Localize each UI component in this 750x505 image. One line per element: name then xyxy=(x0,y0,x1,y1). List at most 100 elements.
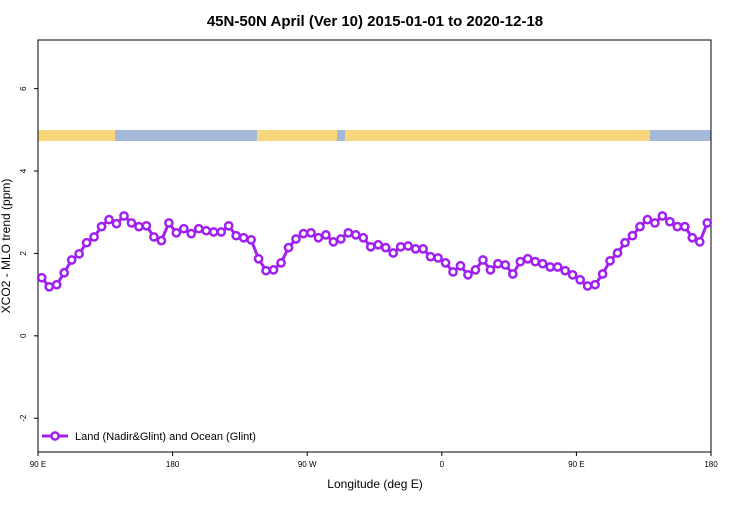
x-tick-label: 90 E xyxy=(568,460,584,469)
data-point xyxy=(635,221,645,232)
data-point xyxy=(81,237,92,248)
data-point xyxy=(171,227,182,238)
data-point xyxy=(126,218,137,228)
data-point xyxy=(178,223,189,234)
data-point xyxy=(388,248,399,258)
plot-frame xyxy=(37,39,712,453)
data-point xyxy=(223,220,234,231)
data-point xyxy=(515,256,526,267)
data-point xyxy=(246,234,256,245)
data-point xyxy=(597,269,608,279)
data-point xyxy=(201,225,212,236)
data-point xyxy=(590,279,600,290)
data-point xyxy=(111,218,122,229)
data-point xyxy=(96,221,107,232)
y-axis-label: XCO2 - MLO trend (ppm) xyxy=(0,179,13,314)
data-point xyxy=(478,255,488,265)
data-point xyxy=(657,211,668,221)
data-point xyxy=(149,232,159,242)
data-point xyxy=(141,220,152,231)
y-tick-label: -2 xyxy=(19,414,28,422)
data-point xyxy=(216,227,227,237)
data-point xyxy=(51,279,62,290)
data-point xyxy=(59,267,70,278)
x-tick-label: 90 W xyxy=(298,460,317,469)
data-point xyxy=(463,269,473,280)
data-point xyxy=(537,258,548,269)
data-point xyxy=(418,244,428,254)
data-point xyxy=(156,235,167,246)
data-point xyxy=(567,269,578,280)
data-point xyxy=(66,255,77,265)
data-point xyxy=(193,223,204,234)
data-point xyxy=(627,230,638,241)
data-point xyxy=(665,216,675,227)
data-point xyxy=(650,218,660,228)
data-point xyxy=(358,232,369,243)
data-point xyxy=(560,265,571,276)
data-point xyxy=(507,269,518,279)
data-point xyxy=(119,211,129,221)
data-point xyxy=(134,221,144,232)
x-axis-label: Longitude (deg E) xyxy=(327,477,422,491)
data-point xyxy=(104,214,114,225)
data-point xyxy=(336,234,346,244)
data-point xyxy=(350,230,361,240)
data-point xyxy=(231,230,242,241)
data-point xyxy=(687,232,698,243)
data-point xyxy=(238,232,249,243)
data-point xyxy=(291,234,301,244)
data-point xyxy=(403,241,413,251)
x-tick-label: 180 xyxy=(166,460,180,469)
data-point xyxy=(575,274,585,285)
data-point xyxy=(522,253,533,264)
data-point xyxy=(395,241,406,252)
data-point xyxy=(440,258,451,268)
data-point xyxy=(276,258,286,268)
data-point xyxy=(283,242,294,253)
data-point xyxy=(74,248,84,259)
data-point xyxy=(620,237,630,248)
data-point xyxy=(373,239,384,250)
data-point xyxy=(313,232,324,243)
legend-marker xyxy=(50,431,60,441)
x-tick-label: 90 E xyxy=(30,460,46,469)
data-point xyxy=(268,265,279,275)
chart-title: 45N-50N April (Ver 10) 2015-01-01 to 202… xyxy=(207,13,543,30)
data-point xyxy=(410,244,421,254)
x-tick-label: 180 xyxy=(704,460,718,469)
data-point xyxy=(545,262,556,272)
data-point xyxy=(36,272,47,283)
data-point xyxy=(89,232,99,242)
data-point xyxy=(380,242,391,253)
y-tick-label: 0 xyxy=(19,333,28,338)
data-point xyxy=(328,237,339,247)
data-point xyxy=(425,251,436,262)
data-point xyxy=(433,253,443,263)
data-point xyxy=(694,237,705,247)
y-tick-label: 4 xyxy=(19,168,28,173)
data-point xyxy=(485,265,496,275)
legend-label: Land (Nadir&Glint) and Ocean (Glint) xyxy=(75,431,256,443)
data-point xyxy=(164,218,174,228)
data-point xyxy=(298,228,309,239)
data-point xyxy=(702,218,713,228)
data-point xyxy=(448,267,458,277)
data-point xyxy=(470,265,481,275)
data-point xyxy=(253,253,264,264)
data-point xyxy=(365,241,376,252)
data-point xyxy=(208,227,219,237)
data-point xyxy=(493,258,503,269)
data-point xyxy=(679,221,690,232)
land-ocean-band xyxy=(38,130,711,141)
y-tick-label: 2 xyxy=(19,251,28,256)
data-point xyxy=(582,281,593,291)
x-tick-label: 0 xyxy=(440,460,445,469)
data-point xyxy=(642,214,653,225)
data-point xyxy=(343,227,354,238)
data-point xyxy=(261,265,271,276)
data-point xyxy=(455,260,466,271)
data-point xyxy=(612,248,623,258)
data-point xyxy=(44,281,55,292)
